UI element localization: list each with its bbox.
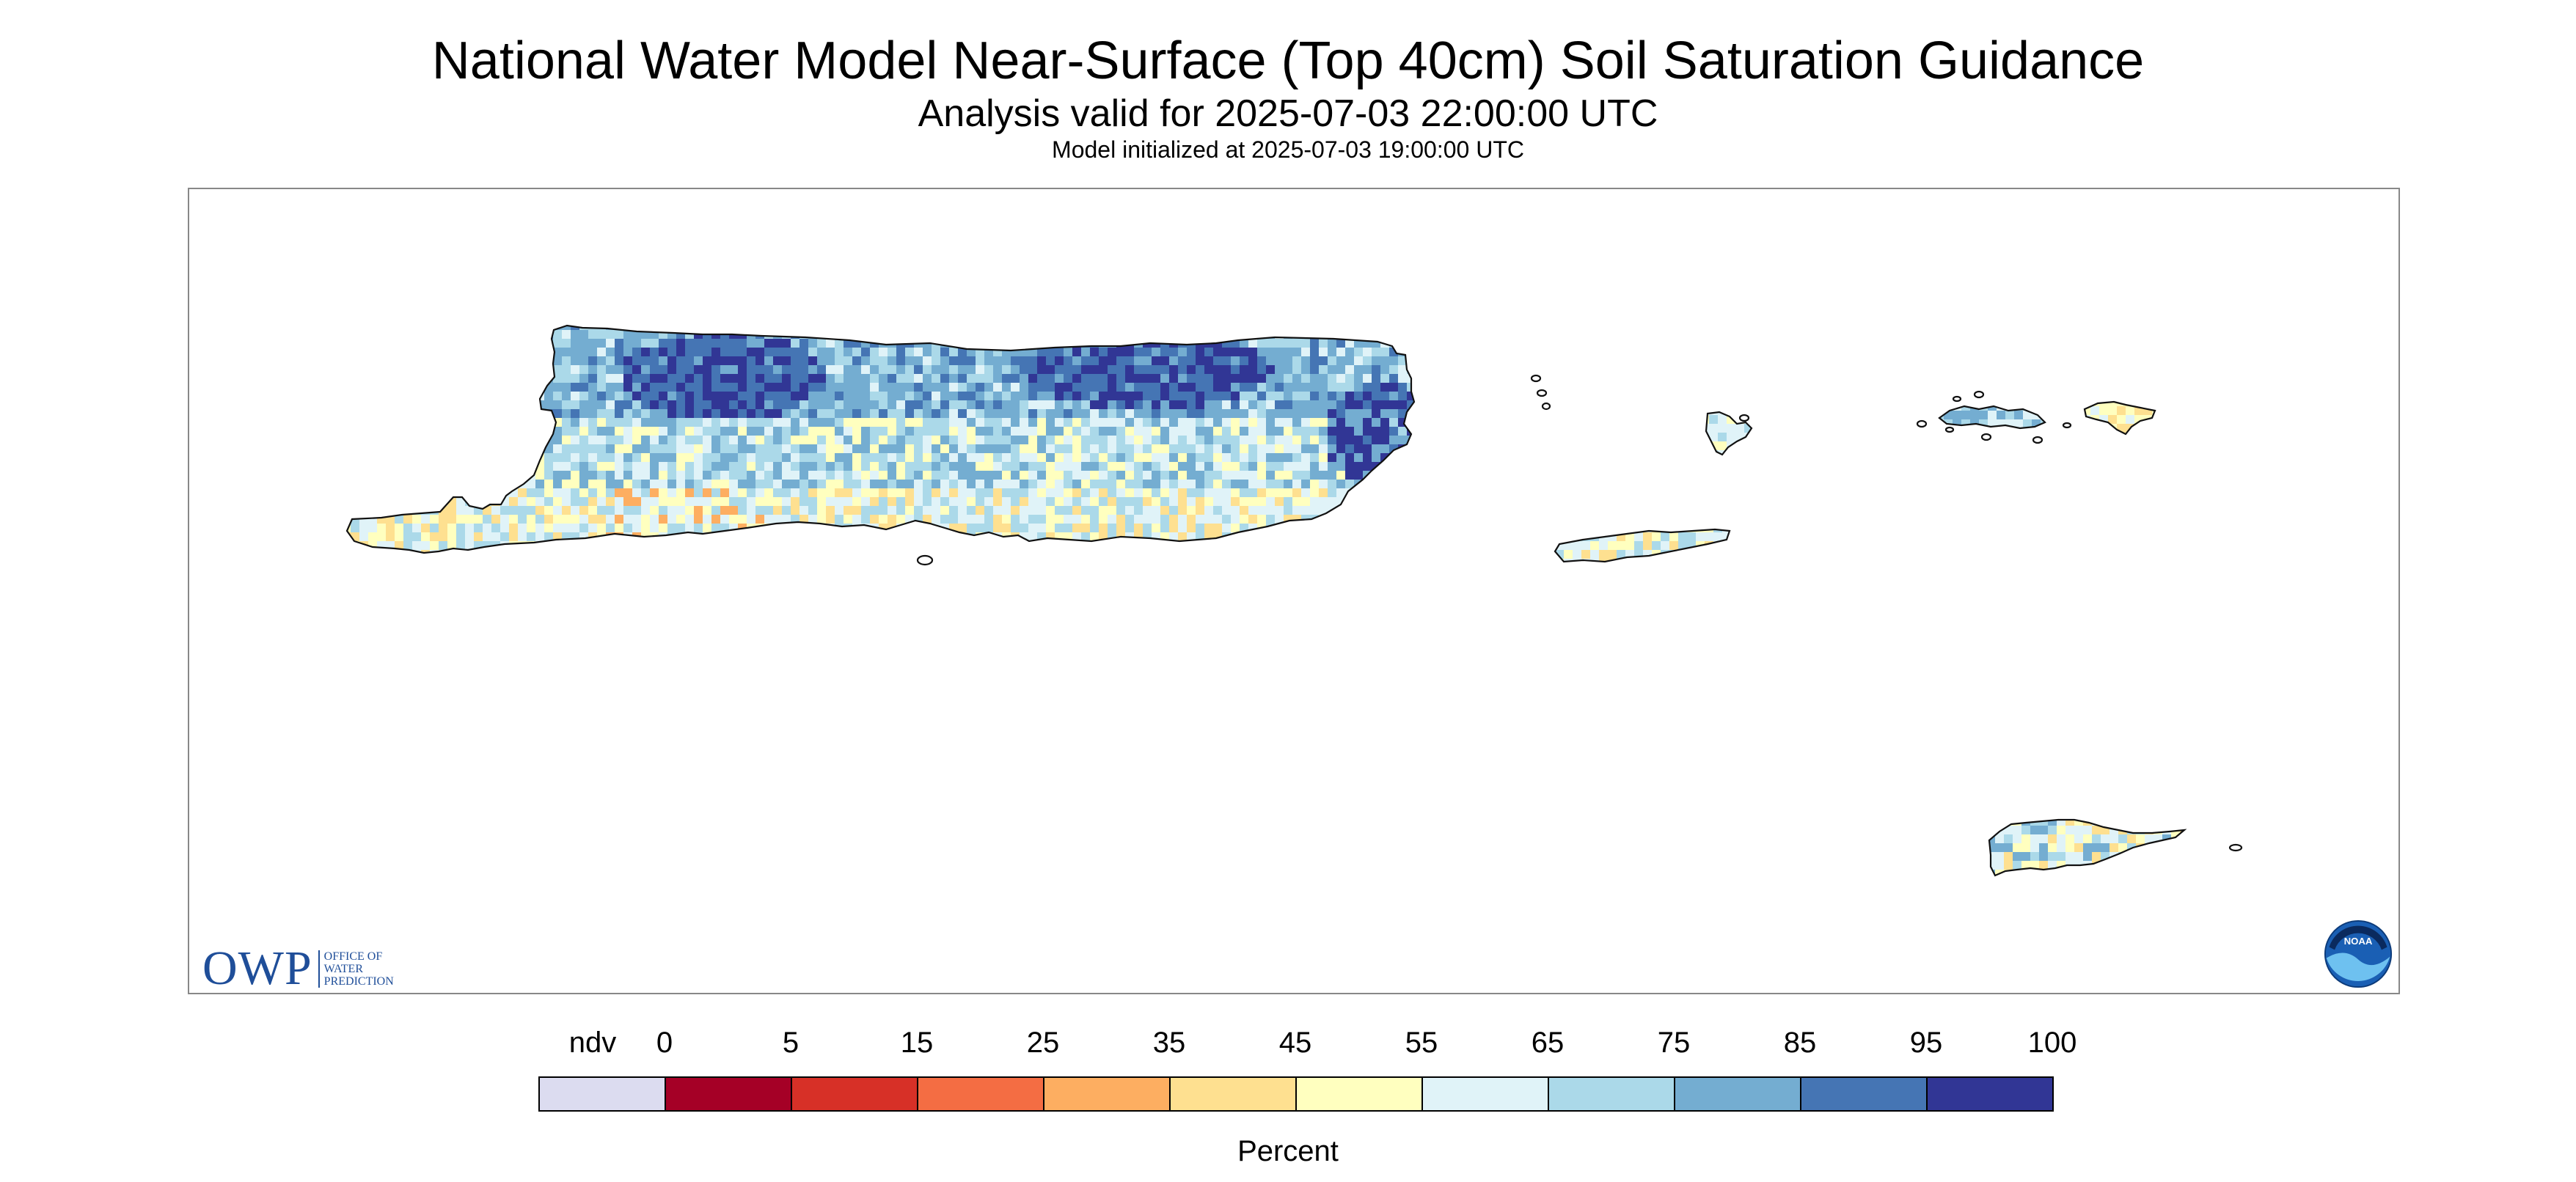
islet (1916, 419, 1928, 428)
st-john-coastline (2083, 400, 2156, 436)
colorbar-tick-label: 35 (1152, 1027, 1186, 1059)
colorbar-tick-label: 45 (1278, 1027, 1312, 1059)
colorbar-swatch (538, 1076, 666, 1112)
colorbar-tick-label: 65 (1531, 1027, 1565, 1059)
owp-logo-mark: OWP (202, 941, 312, 994)
map-canvas (345, 324, 2243, 877)
colorbar-tick-label: 15 (900, 1027, 934, 1059)
colorbar-tick-label: ndv (568, 1027, 617, 1059)
islet (2062, 422, 2072, 429)
puerto-rico-coastline (345, 324, 1416, 554)
map-panel: OWP OFFICE OF WATER PREDICTION NOAA (188, 188, 2400, 994)
culebra-saturation (1706, 412, 1752, 455)
colorbar-title: Percent (1237, 1135, 1339, 1167)
colorbar-swatch (665, 1076, 792, 1112)
vieques-coastline (1554, 528, 1731, 563)
colorbar-tick-label: 100 (2027, 1027, 2077, 1059)
colorbar-tick-label: 85 (1783, 1027, 1817, 1059)
colorbar-swatch (1421, 1076, 1549, 1112)
islet (1530, 374, 1542, 383)
colorbar-tick-label: 0 (656, 1027, 673, 1059)
islet (1973, 390, 1985, 399)
islet (2032, 436, 2043, 444)
islet (1952, 395, 1962, 403)
colorbar-swatch (1548, 1076, 1675, 1112)
colorbar-tick-label: 95 (1909, 1027, 1943, 1059)
model-init-line: Model initialized at 2025-07-03 19:00:00… (1052, 136, 1524, 163)
colorbar-legend: ndv 0 5 15 25 35 45 55 65 75 85 95 100 Percent (0, 1027, 2576, 1182)
colorbar-swatch (1043, 1076, 1171, 1112)
st-thomas-coastline (1938, 405, 2046, 430)
owp-logo: OWP OFFICE OF WATER PREDICTION (202, 941, 394, 994)
colorbar-swatch (1169, 1076, 1297, 1112)
map-title: National Water Model Near-Surface (Top 4… (431, 32, 2145, 90)
colorbar-tick-label: 55 (1405, 1027, 1438, 1059)
colorbar-tick-label: 5 (782, 1027, 799, 1059)
islet (1536, 389, 1548, 397)
owp-logo-text: OFFICE OF WATER PREDICTION (318, 950, 394, 988)
st-croix-saturation (1989, 820, 2184, 876)
islet (1541, 402, 1551, 411)
colorbar-swatch (917, 1076, 1044, 1112)
noaa-logo: NOAA (2324, 919, 2393, 988)
islet (1738, 414, 1750, 422)
colorbar-swatch (791, 1076, 918, 1112)
colorbar-tick-label: 25 (1026, 1027, 1060, 1059)
colorbar-swatch (1926, 1076, 2054, 1112)
colorbar-tick-label: 75 (1657, 1027, 1691, 1059)
map-subtitle: Analysis valid for 2025-07-03 22:00:00 U… (918, 92, 1658, 135)
islet (1944, 426, 1955, 433)
st-croix-coastline (1988, 818, 2187, 877)
culebra-coastline (1705, 411, 1753, 456)
caja-de-muertos-islet (916, 554, 934, 566)
noaa-logo-text: NOAA (2344, 936, 2373, 947)
islet (1980, 433, 1992, 441)
colorbar-swatch (1295, 1076, 1423, 1112)
colorbar-swatch (1800, 1076, 1928, 1112)
islet (2228, 843, 2243, 852)
colorbar-swatch (1674, 1076, 1801, 1112)
